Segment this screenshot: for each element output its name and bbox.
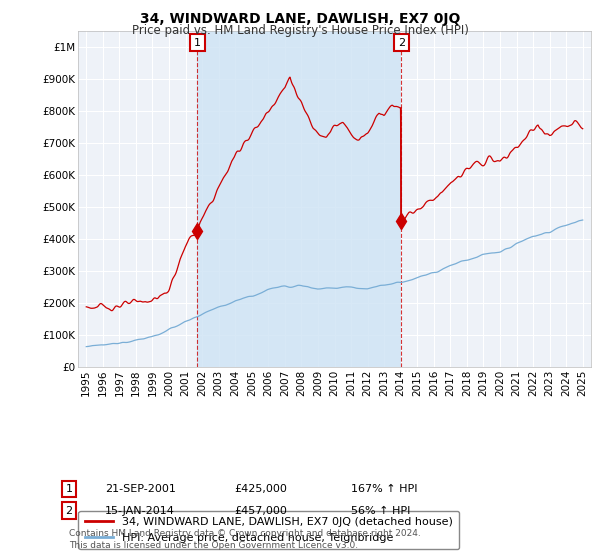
- Text: Price paid vs. HM Land Registry's House Price Index (HPI): Price paid vs. HM Land Registry's House …: [131, 24, 469, 36]
- Text: 1: 1: [194, 38, 201, 48]
- Bar: [197, 31, 401, 367]
- Text: 2: 2: [398, 38, 405, 48]
- Text: 1: 1: [65, 484, 73, 494]
- Legend: 34, WINDWARD LANE, DAWLISH, EX7 0JQ (detached house), HPI: Average price, detach: 34, WINDWARD LANE, DAWLISH, EX7 0JQ (det…: [79, 511, 460, 549]
- Text: 21-SEP-2001: 21-SEP-2001: [105, 484, 176, 494]
- Text: £425,000: £425,000: [234, 484, 287, 494]
- Text: Contains HM Land Registry data © Crown copyright and database right 2024.
This d: Contains HM Land Registry data © Crown c…: [69, 529, 421, 550]
- Text: 15-JAN-2014: 15-JAN-2014: [105, 506, 175, 516]
- Text: 2: 2: [65, 506, 73, 516]
- Text: 56% ↑ HPI: 56% ↑ HPI: [351, 506, 410, 516]
- Text: 167% ↑ HPI: 167% ↑ HPI: [351, 484, 418, 494]
- Text: £457,000: £457,000: [234, 506, 287, 516]
- Text: 34, WINDWARD LANE, DAWLISH, EX7 0JQ: 34, WINDWARD LANE, DAWLISH, EX7 0JQ: [140, 12, 460, 26]
